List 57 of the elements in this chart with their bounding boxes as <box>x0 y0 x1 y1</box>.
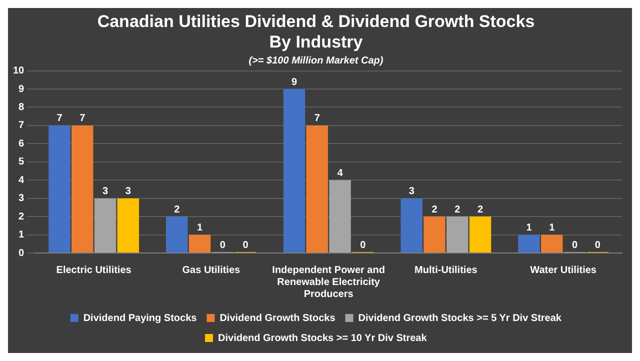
data-label: 9 <box>291 76 298 88</box>
data-label: 2 <box>174 204 180 216</box>
chart-subtitle: (>= $100 Million Market Cap) <box>248 56 384 67</box>
y-tick-label: 9 <box>18 84 25 95</box>
bar <box>71 125 94 252</box>
data-label: 3 <box>408 186 415 198</box>
data-label: 0 <box>594 240 601 251</box>
data-label: 3 <box>102 186 108 198</box>
bar <box>469 216 492 252</box>
bar <box>424 216 446 252</box>
data-label: 0 <box>360 240 366 251</box>
bar <box>166 216 188 252</box>
bar <box>306 125 328 252</box>
data-label: 7 <box>80 113 86 124</box>
data-label: 1 <box>196 222 203 234</box>
bar <box>283 89 306 252</box>
y-tick-label: 0 <box>18 248 25 259</box>
x-tick-label: Water Utilities <box>530 264 597 276</box>
x-tick-label: Multi-Utilities <box>414 264 478 276</box>
data-label: 2 <box>432 204 438 216</box>
data-label: 0 <box>242 240 249 251</box>
x-tick-label: Gas Utilities <box>182 264 241 276</box>
y-tick-label: 5 <box>18 156 25 168</box>
y-tick-label: 2 <box>18 211 25 222</box>
data-label: 0 <box>220 240 226 251</box>
y-tick-label: 3 <box>18 193 25 204</box>
data-label: 2 <box>477 204 484 216</box>
y-tick-label: 6 <box>18 138 25 150</box>
y-tick-label: 4 <box>18 174 25 186</box>
bar <box>188 234 211 252</box>
data-label: 7 <box>56 113 63 124</box>
y-tick-label: 7 <box>18 120 25 132</box>
bar <box>518 234 540 252</box>
y-tick-label: 1 <box>18 230 25 241</box>
legend-label: Dividend Growth Stocks >= 5 Yr Div Streak <box>358 312 562 324</box>
y-tick-label: 10 <box>13 66 25 77</box>
chart-title: Canadian Utilities Dividend & Dividend Growth Stocks By Industry <box>97 12 535 52</box>
bar <box>329 180 351 252</box>
legend-label: Dividend Paying Stocks <box>83 312 198 324</box>
data-label: 4 <box>337 168 344 179</box>
x-tick-label: Electric Utilities <box>56 264 132 276</box>
bar <box>446 216 468 252</box>
y-tick-label: 8 <box>18 102 25 113</box>
bar <box>540 234 563 252</box>
data-label: 7 <box>314 113 320 124</box>
data-label: 1 <box>526 222 532 234</box>
data-label: 2 <box>454 204 461 216</box>
data-label: 0 <box>572 240 578 251</box>
bar <box>94 198 116 252</box>
bar <box>48 125 70 252</box>
data-label: 3 <box>125 186 132 198</box>
legend-label: Dividend Growth Stocks >= 10 Yr Div Streak <box>218 332 428 344</box>
bar <box>400 198 422 252</box>
legend-label: Dividend Growth Stocks <box>220 312 336 324</box>
bar <box>117 198 140 252</box>
x-tick-label: Independent Power and Renewable Electricity Producers <box>272 264 385 300</box>
data-label: 1 <box>549 222 556 234</box>
